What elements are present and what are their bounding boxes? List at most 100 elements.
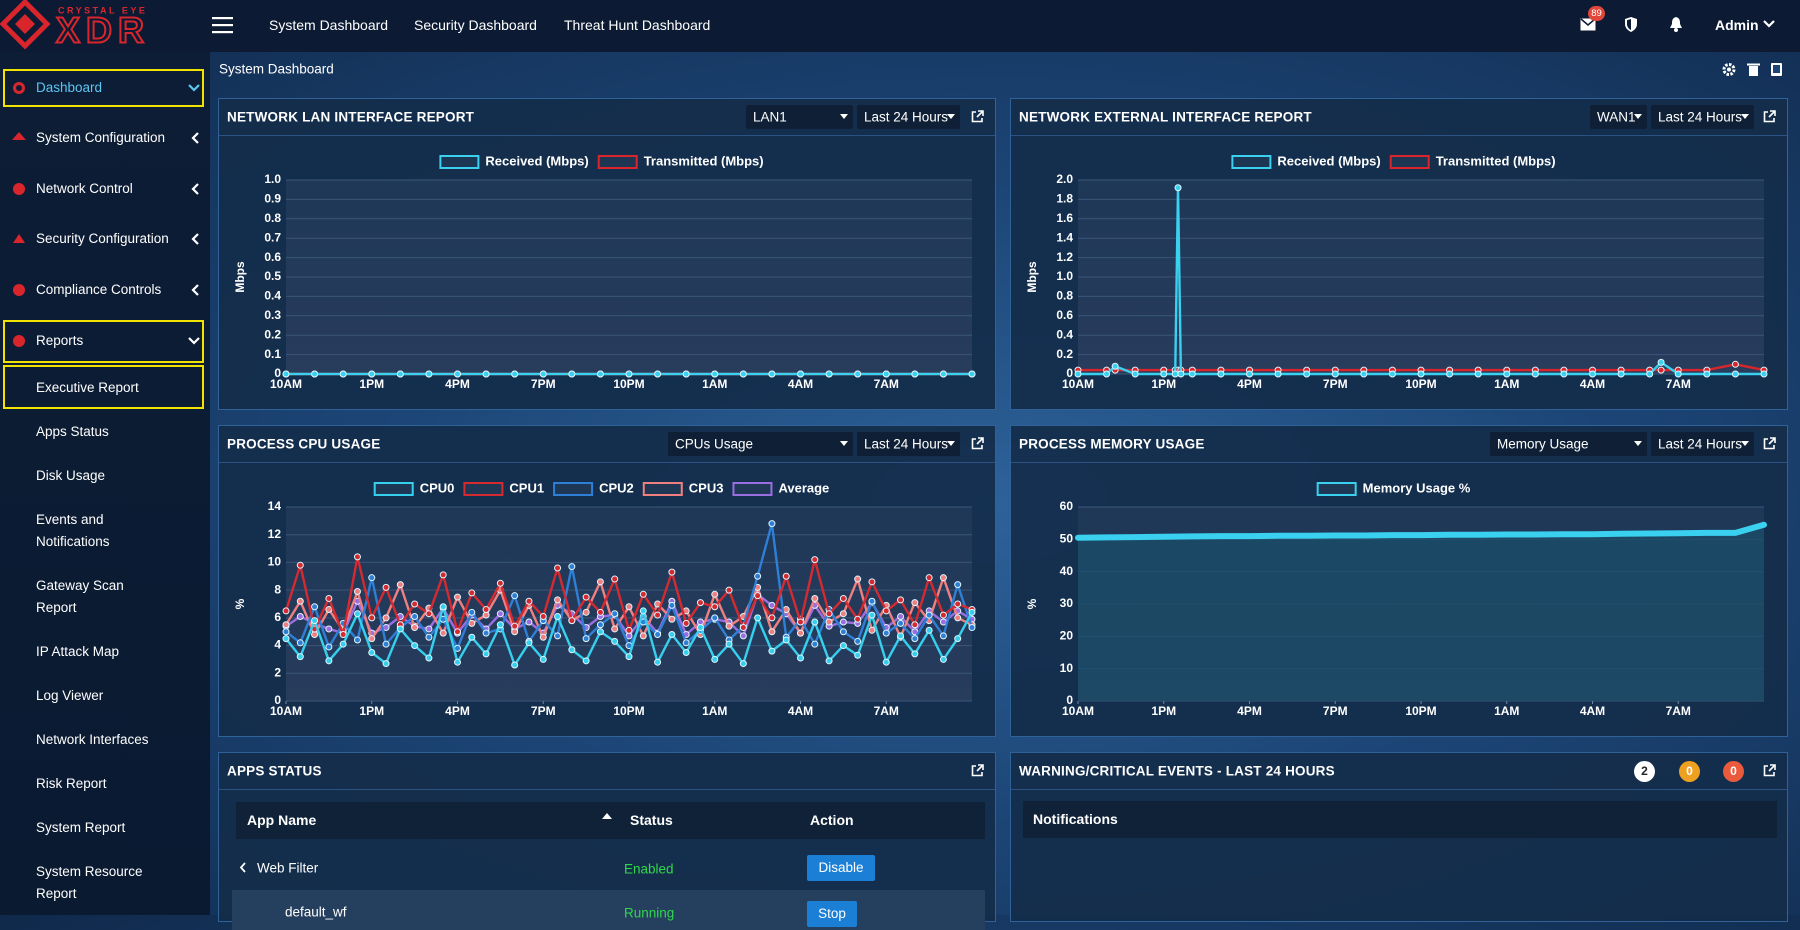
menu-toggle[interactable] bbox=[212, 16, 234, 34]
panel-header: PROCESS CPU USAGE CPUs Usage Last 24 Hou… bbox=[219, 426, 995, 463]
point bbox=[854, 615, 862, 623]
x-tick-label: 1PM bbox=[1151, 704, 1176, 718]
sidebar-subitem[interactable]: Gateway Scan Report bbox=[36, 578, 124, 615]
nav-link[interactable]: System Dashboard bbox=[269, 17, 389, 33]
mail-icon[interactable] bbox=[1580, 18, 1596, 31]
point bbox=[825, 618, 833, 626]
x-tick-label: 1PM bbox=[1151, 377, 1176, 391]
legend-swatch bbox=[732, 482, 773, 496]
point bbox=[654, 658, 662, 666]
dropdown[interactable]: Memory Usage bbox=[1490, 432, 1647, 456]
point bbox=[739, 370, 747, 378]
sidebar-subitem[interactable]: Log Viewer bbox=[36, 688, 104, 703]
legend: Received (Mbps) Transmitted (Mbps) bbox=[439, 153, 764, 169]
page-tools[interactable] bbox=[1722, 62, 1788, 77]
point bbox=[1657, 366, 1665, 374]
legend: Memory Usage % bbox=[1316, 480, 1471, 496]
sidebar-item[interactable]: Reports bbox=[36, 333, 84, 348]
point bbox=[454, 370, 461, 378]
sidebar-subitem[interactable]: System Resource Report bbox=[36, 864, 143, 901]
y-tick-label: 0.8 bbox=[264, 211, 281, 225]
sidebar-item[interactable]: Dashboard bbox=[36, 80, 103, 95]
point bbox=[296, 561, 304, 569]
open-icon[interactable] bbox=[971, 764, 984, 777]
dropdown[interactable]: Last 24 Hours bbox=[1651, 432, 1754, 456]
point bbox=[682, 370, 690, 378]
point bbox=[382, 583, 390, 591]
sidebar-subitem[interactable]: Executive Report bbox=[36, 380, 139, 395]
point bbox=[754, 592, 762, 600]
sidebar-item[interactable]: System Configuration bbox=[36, 130, 166, 145]
panel: 0 0.2 0.4 0.6 0.8 1.0 1.2 1.4 1.6 1.8 2.0 10AM 1PM 4P… bbox=[1010, 98, 1788, 410]
point bbox=[582, 657, 590, 665]
dropdown[interactable]: LAN1 bbox=[746, 105, 853, 129]
sidebar-item[interactable]: Network Control bbox=[36, 181, 133, 196]
point bbox=[468, 589, 476, 597]
count-badge[interactable]: 2 bbox=[1634, 761, 1655, 782]
user-menu[interactable]: Admin bbox=[1715, 17, 1759, 33]
count-badge[interactable]: 0 bbox=[1723, 761, 1744, 782]
y-tick-label: 0.6 bbox=[264, 250, 281, 264]
column-header[interactable]: App Name bbox=[247, 812, 317, 828]
dropdown-value: Last 24 Hours bbox=[1658, 436, 1743, 452]
shield-icon[interactable] bbox=[1625, 17, 1637, 32]
open-icon[interactable] bbox=[971, 110, 984, 123]
sidebar-subitem[interactable]: Apps Status bbox=[36, 424, 109, 439]
x-tick-label: 1AM bbox=[1494, 377, 1519, 391]
open-icon[interactable] bbox=[1763, 110, 1776, 123]
legend-swatch bbox=[439, 155, 480, 169]
point bbox=[282, 635, 290, 643]
point bbox=[754, 572, 762, 580]
open-icon[interactable] bbox=[1763, 764, 1776, 777]
point bbox=[897, 596, 905, 604]
x-tick-label: 10PM bbox=[613, 377, 644, 391]
sidebar-subitem[interactable]: Risk Report bbox=[36, 776, 107, 791]
point bbox=[353, 610, 361, 618]
sidebar-item[interactable]: Compliance Controls bbox=[36, 282, 162, 297]
y-tick-label: 0 bbox=[274, 693, 281, 707]
sidebar-subitem[interactable]: Events and Notifications bbox=[36, 512, 110, 549]
point bbox=[882, 607, 890, 615]
point bbox=[582, 593, 590, 601]
sidebar-item[interactable]: Security Configuration bbox=[36, 231, 169, 246]
action-button[interactable]: Stop bbox=[807, 901, 857, 927]
point bbox=[925, 611, 933, 619]
bell-icon[interactable] bbox=[1669, 17, 1683, 32]
point bbox=[1657, 358, 1665, 366]
dropdown-value: CPUs Usage bbox=[675, 436, 754, 452]
count-badge[interactable]: 0 bbox=[1679, 761, 1700, 782]
sidebar-subitem[interactable]: Disk Usage bbox=[36, 468, 106, 483]
chart: 0 0.2 0.4 0.6 0.8 1.0 1.2 1.4 1.6 1.8 2.0 10AM 1PM 4P… bbox=[1025, 153, 1768, 391]
open-icon[interactable] bbox=[971, 437, 984, 450]
action-button[interactable]: Disable bbox=[807, 855, 875, 881]
sidebar-subitem[interactable]: IP Attack Map bbox=[36, 644, 120, 659]
nav-link[interactable]: Threat Hunt Dashboard bbox=[564, 17, 711, 33]
x-tick-label: 7AM bbox=[1666, 704, 1691, 718]
dropdown[interactable]: CPUs Usage bbox=[668, 432, 853, 456]
line bbox=[1075, 521, 1767, 541]
point bbox=[725, 586, 733, 594]
open-icon[interactable] bbox=[1763, 437, 1776, 450]
point bbox=[654, 370, 662, 378]
dropdown[interactable]: Last 24 Hours bbox=[1651, 105, 1754, 129]
point bbox=[711, 590, 719, 598]
dropdown[interactable]: Last 24 Hours bbox=[857, 432, 960, 456]
dropdown[interactable]: Last 24 Hours bbox=[857, 105, 960, 129]
table-header bbox=[1023, 801, 1777, 838]
nav-link[interactable]: Security Dashboard bbox=[414, 17, 537, 33]
expand-icon[interactable] bbox=[239, 862, 247, 873]
sidebar-subitem[interactable]: System Report bbox=[36, 820, 126, 835]
point bbox=[639, 590, 647, 598]
point bbox=[1646, 370, 1654, 378]
point bbox=[1111, 362, 1119, 370]
point bbox=[825, 610, 833, 618]
sort-icon[interactable] bbox=[602, 813, 612, 819]
sidebar-subitem[interactable]: Network Interfaces bbox=[36, 732, 149, 747]
app-status: Enabled bbox=[624, 861, 674, 877]
sidebar-icons bbox=[12, 82, 200, 347]
point bbox=[868, 626, 876, 634]
point bbox=[468, 619, 476, 627]
point bbox=[682, 619, 690, 627]
dropdown[interactable]: WAN1 bbox=[1590, 105, 1647, 129]
